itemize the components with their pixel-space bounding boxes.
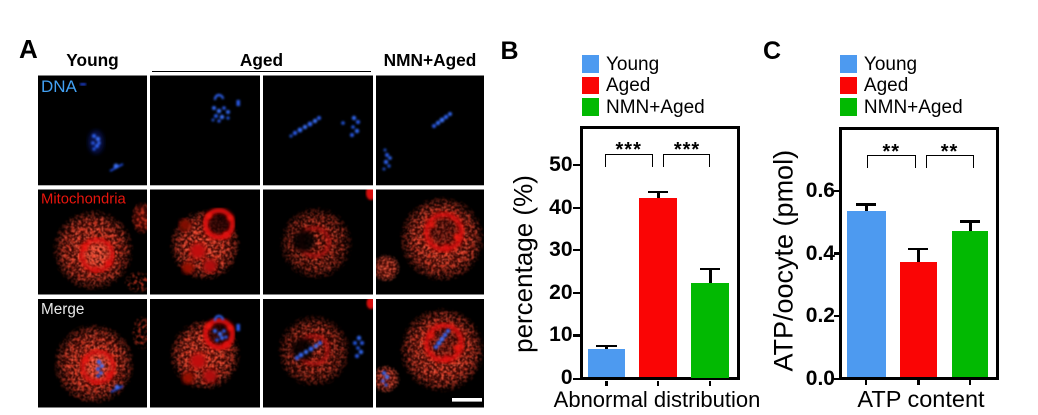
svg-text:DNA: DNA — [41, 77, 78, 96]
svg-text:Merge: Merge — [41, 301, 84, 318]
svg-text:Mitochondria: Mitochondria — [41, 191, 126, 207]
